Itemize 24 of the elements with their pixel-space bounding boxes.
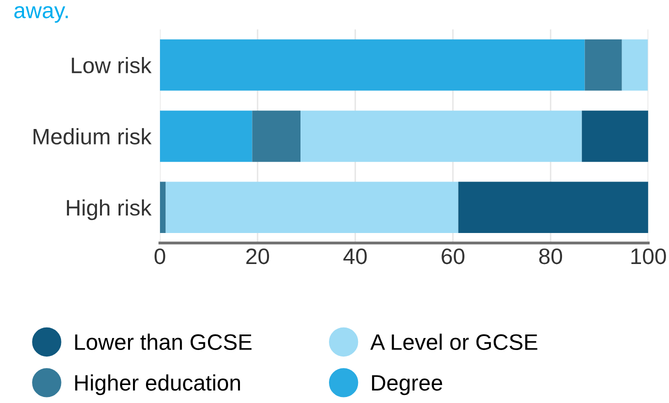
y-tick-label: Low risk bbox=[72, 56, 152, 74]
x-tick-label: 40 bbox=[343, 248, 367, 264]
x-tick-label: 20 bbox=[246, 248, 270, 264]
legend-label: Lower than GCSE bbox=[75, 334, 252, 350]
bar bbox=[458, 182, 648, 234]
bar bbox=[160, 110, 252, 162]
bar bbox=[300, 110, 582, 162]
bar bbox=[166, 182, 458, 234]
x-tick-label: 0 bbox=[154, 248, 166, 264]
y-tick-label: Medium risk bbox=[34, 128, 152, 144]
bar bbox=[160, 182, 166, 234]
x-tick-label: 100 bbox=[631, 248, 666, 264]
bar bbox=[584, 39, 622, 91]
legend-label: A Level or GCSE bbox=[370, 334, 538, 350]
bar bbox=[582, 110, 648, 162]
bar bbox=[160, 39, 585, 91]
legend-label: Degree bbox=[372, 375, 442, 396]
x-tick-label: 80 bbox=[539, 248, 562, 264]
legend-label: Higher education bbox=[75, 374, 240, 396]
x-tick-label: 60 bbox=[442, 248, 464, 264]
chart-title: away. bbox=[14, 6, 68, 23]
y-tick-label: High risk bbox=[66, 199, 152, 220]
bar bbox=[252, 110, 301, 162]
bar bbox=[622, 39, 648, 91]
